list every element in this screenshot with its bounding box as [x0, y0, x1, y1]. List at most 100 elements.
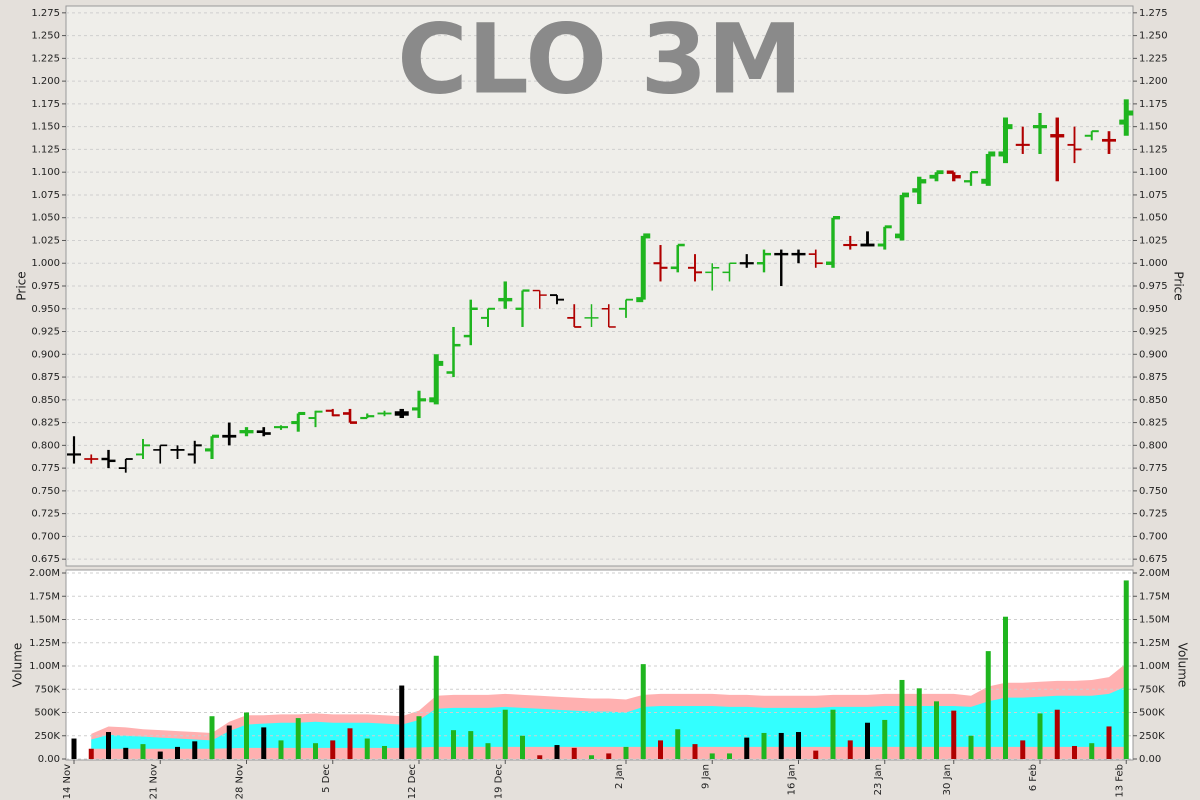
- volume-bar: [261, 727, 267, 759]
- volume-bar: [175, 746, 180, 759]
- volume-bar: [847, 740, 853, 759]
- y-tick-label: 0.00: [38, 754, 60, 765]
- volume-bar: [1037, 713, 1043, 759]
- volume-bar: [209, 716, 215, 759]
- y-tick-label: 1.100: [31, 167, 60, 178]
- volume-bar: [882, 719, 888, 759]
- x-tick-label: 30 Jan: [942, 764, 953, 795]
- y-axis-label: Price: [1172, 271, 1186, 300]
- volume-bar: [658, 740, 663, 759]
- y-tick-label: 0.800: [1139, 440, 1168, 451]
- volume-bar: [968, 735, 974, 759]
- volume-bar: [416, 716, 422, 759]
- x-tick-label: 12 Dec: [407, 764, 418, 799]
- y-tick-label: 0.875: [1139, 372, 1168, 383]
- y-tick-label: 0.725: [1139, 509, 1168, 520]
- volume-bar: [796, 732, 801, 759]
- y-tick-label: 1.75M: [29, 591, 60, 602]
- x-tick-label: 6 Feb: [1028, 764, 1039, 791]
- volume-bar: [830, 709, 836, 759]
- y-tick-label: 1.050: [1139, 213, 1168, 224]
- volume-bar: [727, 753, 732, 759]
- x-tick-label: 16 Jan: [787, 764, 798, 795]
- volume-bar: [709, 753, 715, 759]
- y-tick-label: 1.025: [31, 235, 60, 246]
- y-tick-label: 1.00M: [29, 661, 60, 672]
- y-tick-label: 1.175: [1139, 99, 1168, 110]
- y-tick-label: 750K: [1139, 684, 1165, 695]
- volume-bar: [157, 751, 163, 759]
- y-tick-label: 750K: [34, 684, 60, 695]
- volume-bar: [899, 679, 905, 759]
- volume-bar: [226, 725, 232, 759]
- volume-bar: [1020, 740, 1026, 759]
- y-tick-label: 1.125: [31, 144, 60, 155]
- volume-bar: [1072, 745, 1077, 759]
- volume-bar: [985, 651, 991, 759]
- x-tick-label: 19 Dec: [493, 764, 504, 799]
- volume-bar: [1106, 726, 1112, 759]
- x-tick-label: 21 Nov: [148, 764, 159, 800]
- volume-bar: [813, 750, 819, 759]
- y-tick-label: 1.075: [1139, 190, 1168, 201]
- volume-bar: [554, 745, 560, 759]
- volume-bar: [313, 743, 318, 759]
- volume-bar: [451, 730, 456, 759]
- y-tick-label: 1.00M: [1139, 661, 1170, 672]
- volume-bar: [934, 701, 939, 759]
- volume-bar: [537, 755, 543, 759]
- volume-bar: [1089, 743, 1095, 759]
- x-tick-label: 2 Jan: [614, 764, 625, 789]
- volume-bar: [675, 729, 681, 759]
- volume-bar: [382, 745, 387, 759]
- volume-bar: [295, 718, 301, 759]
- y-tick-label: 0.850: [31, 395, 60, 406]
- y-tick-label: 1.200: [1139, 76, 1168, 87]
- y-tick-label: 1.050: [31, 213, 60, 224]
- y-tick-label: 1.250: [1139, 31, 1168, 42]
- volume-bar: [106, 732, 111, 759]
- y-tick-label: 0.875: [31, 372, 60, 383]
- y-tick-label: 1.225: [1139, 53, 1168, 64]
- y-tick-label: 0.675: [31, 554, 60, 565]
- volume-bar: [1054, 709, 1060, 759]
- y-tick-label: 1.025: [1139, 235, 1168, 246]
- y-tick-label: 0.825: [31, 418, 60, 429]
- volume-bar: [485, 743, 491, 759]
- x-tick-label: 13 Feb: [1114, 764, 1125, 798]
- x-tick-label: 5 Dec: [321, 764, 332, 793]
- volume-bar: [761, 732, 767, 759]
- y-tick-label: 1.75M: [1139, 591, 1170, 602]
- volume-bar: [88, 748, 94, 759]
- y-tick-label: 1.250: [31, 31, 60, 42]
- y-tick-label: 1.50M: [1139, 615, 1170, 626]
- y-tick-label: 0.850: [1139, 395, 1168, 406]
- y-tick-label: 0.825: [1139, 418, 1168, 429]
- y-tick-label: 0.775: [31, 463, 60, 474]
- volume-bar: [364, 738, 370, 759]
- y-tick-label: 0.900: [31, 349, 60, 360]
- y-tick-label: 0.950: [1139, 304, 1168, 315]
- volume-bar: [192, 741, 198, 759]
- y-tick-label: 0.00: [1139, 754, 1161, 765]
- y-tick-label: 1.275: [1139, 8, 1168, 19]
- y-tick-label: 0.975: [1139, 281, 1168, 292]
- y-tick-label: 0.750: [1139, 486, 1168, 497]
- y-axis-label: Volume: [11, 643, 25, 688]
- volume-bar: [1123, 580, 1129, 759]
- volume-bar: [951, 710, 957, 759]
- y-tick-label: 1.200: [31, 76, 60, 87]
- y-tick-label: 0.675: [1139, 554, 1168, 565]
- volume-bar: [399, 685, 405, 759]
- volume-bar: [865, 722, 870, 759]
- volume-bar: [589, 755, 594, 759]
- chart-title: CLO 3M: [397, 3, 803, 115]
- y-tick-label: 1.150: [1139, 122, 1168, 133]
- y-tick-label: 0.950: [31, 304, 60, 315]
- y-tick-label: 0.975: [31, 281, 60, 292]
- y-tick-label: 1.50M: [29, 615, 60, 626]
- volume-bar: [623, 746, 629, 759]
- y-tick-label: 1.275: [31, 8, 60, 19]
